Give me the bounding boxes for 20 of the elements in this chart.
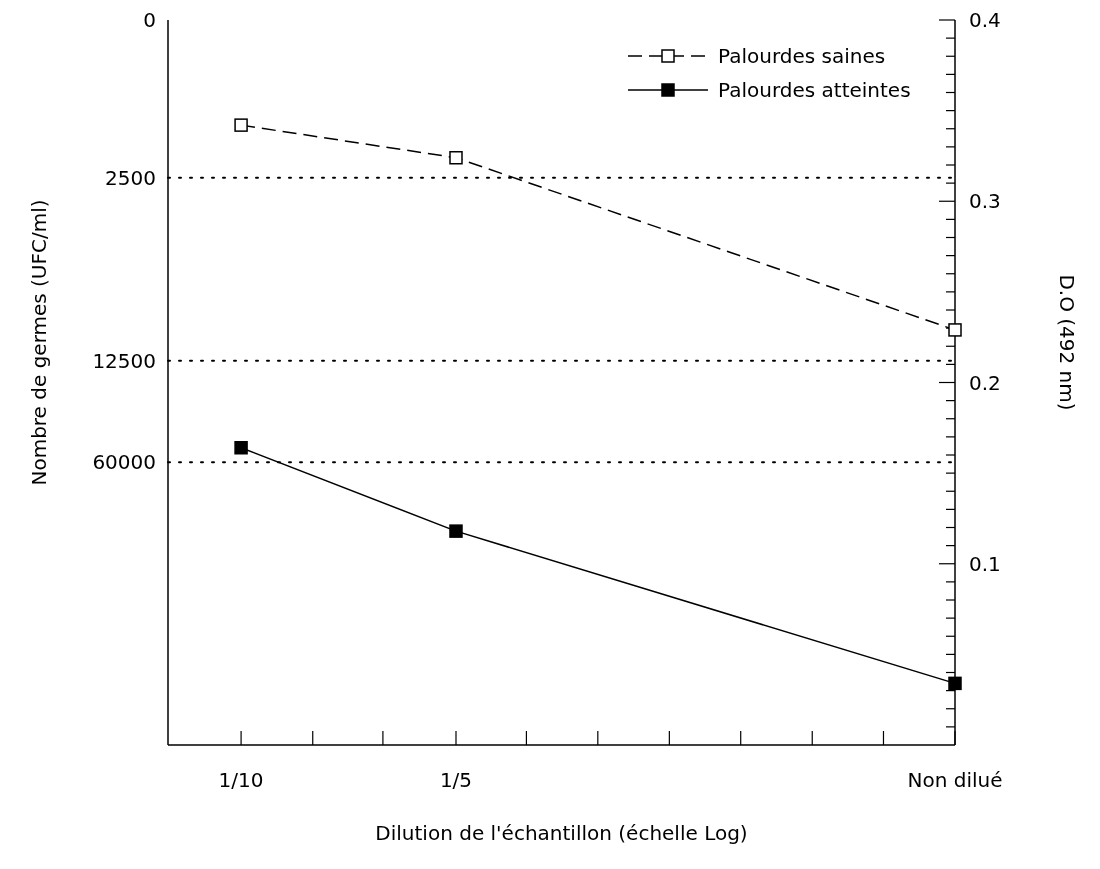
x-axis-title: Dilution de l'échantillon (échelle Log) <box>375 821 748 845</box>
y-tick-label: 0.2 <box>969 370 1001 395</box>
x-tick-label: Non dilué <box>907 768 1003 792</box>
y-tick-label: 0.3 <box>969 189 1001 214</box>
y-tick-label: 0.4 <box>969 8 1001 32</box>
point <box>948 323 962 337</box>
text: 0 <box>143 8 156 32</box>
text: 2500 <box>105 165 156 190</box>
y-axis-title: D.O (492 nm) <box>1055 274 1079 411</box>
legend-label: Palourdes atteintes <box>718 78 911 102</box>
text: 60000 <box>92 450 156 475</box>
point <box>234 441 248 455</box>
y-tick-label: 0.1 <box>969 551 1001 576</box>
text: 12500 <box>92 348 156 373</box>
x-tick-label: 1/5 <box>439 768 473 792</box>
point <box>948 676 962 691</box>
text: Nombre de germes (UFC/ml) <box>27 199 51 486</box>
x-tick-label: 1/10 <box>218 768 264 792</box>
legend-label: Palourdes saines <box>718 44 886 68</box>
point <box>234 118 248 132</box>
